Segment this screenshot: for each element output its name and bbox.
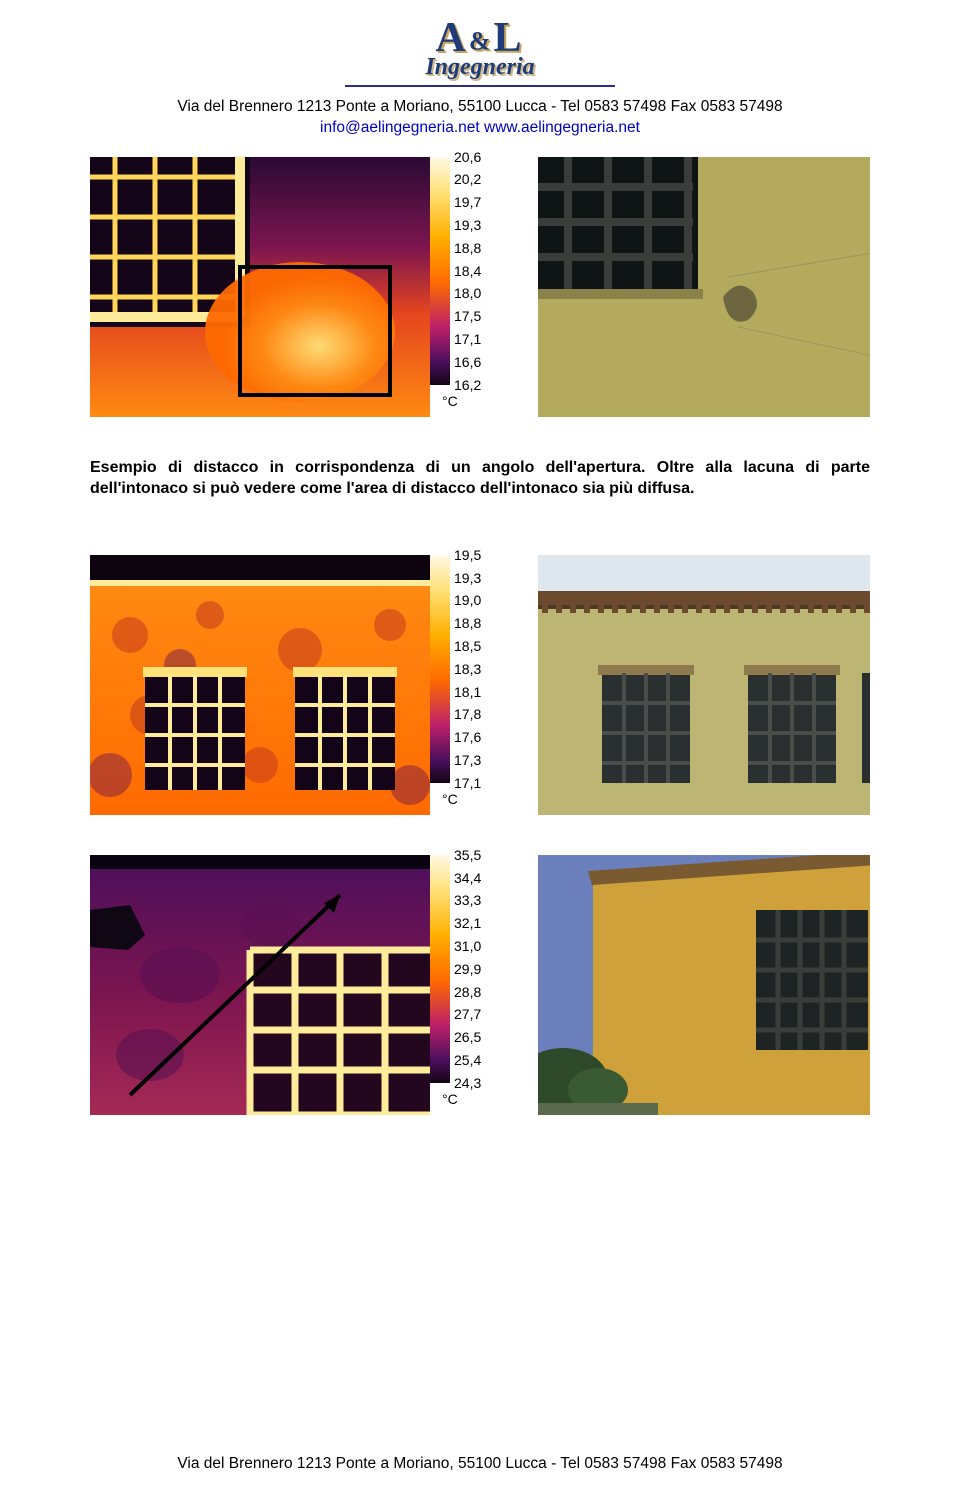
scale-ticks-2: 19,519,319,018,818,518,318,117,817,617,3… [454,555,494,783]
scale-ticks-1: 20,620,219,719,318,818,418,017,517,116,6… [454,157,494,385]
thermal-image-1 [90,157,430,417]
figure-row-3: 35,534,433,332,131,029,928,827,726,525,4… [90,855,870,1115]
logo-block: A&L Ingegneria [90,20,870,87]
scale-bar-1 [430,157,450,385]
figure-row-1: 20,620,219,719,318,818,418,017,517,116,6… [90,157,870,417]
header-email: info@aelingegneria.net [320,119,480,136]
logo-word: Ingegneria [425,54,534,81]
photo-1 [538,157,870,417]
logo-underline [345,85,615,87]
thermal-image-2 [90,555,430,815]
scale-bar-3 [430,855,450,1083]
header-address-block: Via del Brennero 1213 Ponte a Moriano, 5… [90,97,870,139]
photo-2 [538,555,870,815]
figure-row-2: 19,519,319,018,818,518,318,117,817,617,3… [90,555,870,815]
scale-bar-2 [430,555,450,783]
scale-unit-1: °C [442,393,458,409]
header-website: www.aelingegneria.net [484,119,640,136]
thermal-image-3 [90,855,430,1115]
scale-unit-2: °C [442,791,458,807]
header-address: Via del Brennero 1213 Ponte a Moriano, 5… [90,97,870,118]
footer-address: Via del Brennero 1213 Ponte a Moriano, 5… [0,1455,960,1473]
photo-3 [538,855,870,1115]
caption-paragraph: Esempio di distacco in corrispondenza di… [90,457,870,500]
logo-monogram: A&L [425,20,534,58]
scale-ticks-3: 35,534,433,332,131,029,928,827,726,525,4… [454,855,494,1083]
scale-unit-3: °C [442,1091,458,1107]
